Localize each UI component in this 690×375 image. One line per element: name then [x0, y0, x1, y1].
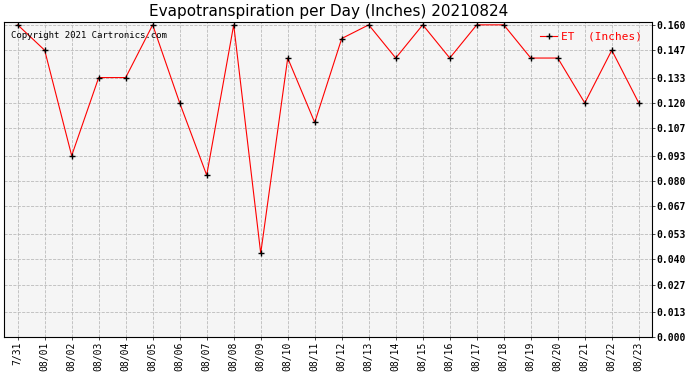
ET  (Inches) — [500, 22, 508, 27]
ET  (Inches) — [121, 75, 130, 80]
ET  (Inches) — [203, 173, 211, 177]
ET  (Inches) — [68, 153, 76, 158]
ET  (Inches) — [337, 36, 346, 41]
Line: ET  (Inches): ET (Inches) — [14, 21, 642, 257]
Legend: ET  (Inches): ET (Inches) — [535, 27, 647, 46]
ET  (Inches) — [419, 22, 427, 27]
Text: Copyright 2021 Cartronics.com: Copyright 2021 Cartronics.com — [10, 31, 166, 40]
ET  (Inches) — [310, 120, 319, 125]
ET  (Inches) — [148, 22, 157, 27]
ET  (Inches) — [95, 75, 103, 80]
ET  (Inches) — [608, 48, 616, 52]
ET  (Inches) — [14, 22, 22, 27]
ET  (Inches) — [581, 101, 589, 105]
ET  (Inches) — [364, 22, 373, 27]
ET  (Inches) — [284, 56, 292, 60]
ET  (Inches) — [446, 56, 454, 60]
Title: Evapotranspiration per Day (Inches) 20210824: Evapotranspiration per Day (Inches) 2021… — [148, 4, 508, 19]
ET  (Inches) — [553, 56, 562, 60]
ET  (Inches) — [635, 101, 643, 105]
ET  (Inches) — [473, 22, 481, 27]
ET  (Inches) — [41, 48, 49, 52]
ET  (Inches) — [175, 101, 184, 105]
ET  (Inches) — [392, 56, 400, 60]
ET  (Inches) — [230, 22, 238, 27]
ET  (Inches) — [526, 56, 535, 60]
ET  (Inches) — [257, 251, 265, 256]
